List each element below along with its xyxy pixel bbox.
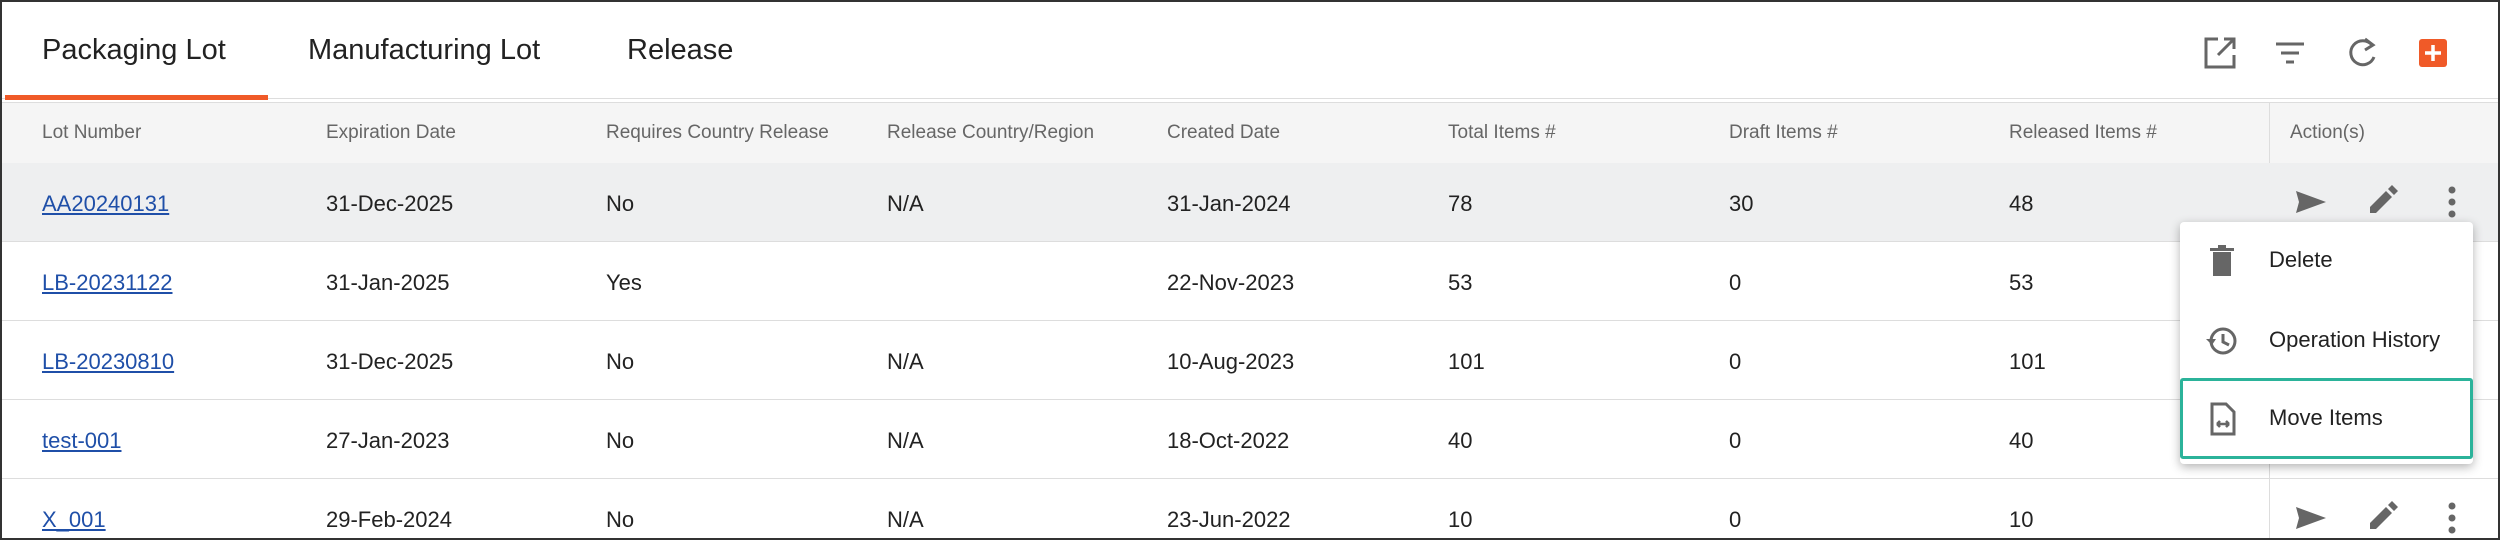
cell: 0 [1729, 349, 1742, 374]
refresh-icon[interactable] [2349, 37, 2376, 67]
column-header: Total Items # [1448, 122, 1556, 143]
column-header: Requires Country Release [606, 122, 829, 143]
more-icon[interactable] [2442, 185, 2462, 219]
cell: 22-Nov-2023 [1167, 270, 1295, 295]
lot-link[interactable]: LB-20231122 [42, 270, 173, 295]
column-header: Action(s) [2290, 122, 2365, 143]
cell: 30 [1729, 191, 1754, 216]
lot-link[interactable]: test-001 [42, 428, 122, 453]
cell: 29-Feb-2024 [326, 507, 452, 532]
cell: 0 [1729, 270, 1742, 295]
menu-icon [2210, 402, 2236, 436]
cell: No [606, 507, 635, 532]
cell: 101 [2009, 349, 2046, 374]
add-button[interactable] [2419, 39, 2447, 67]
more-icon[interactable] [2442, 501, 2462, 535]
column-header: Draft Items # [1729, 122, 1838, 143]
cell: 31-Jan-2024 [1167, 191, 1291, 216]
toolbar [2204, 37, 2447, 69]
menu-item[interactable]: Delete [2269, 247, 2333, 272]
action-menu: Delete Operation History Move Items [2180, 222, 2473, 464]
table-row: X_001 29-Feb-2024 No N/A 23-Jun-2022 10 0 10 [2, 479, 2498, 538]
cell: N/A [887, 507, 924, 532]
cell: 18-Oct-2022 [1167, 428, 1290, 453]
cell: 78 [1448, 191, 1473, 216]
cell: 0 [1729, 428, 1742, 453]
table-row: LB-20230810 31-Dec-2025 No N/A 10-Aug-2023 10… [2, 321, 2498, 400]
menu-icon [2206, 327, 2237, 355]
cell: N/A [887, 191, 924, 216]
table-row: test-001 27-Jan-2023 No N/A 18-Oct-2022 40 0 40 [2, 400, 2498, 479]
menu-item[interactable]: Move Items [2269, 405, 2383, 430]
lot-link[interactable]: LB-20230810 [42, 349, 175, 374]
lot-link[interactable]: X_001 [42, 507, 106, 532]
filter-icon[interactable] [2276, 42, 2304, 64]
cell: 10 [2009, 507, 2034, 532]
column-header: Release Country/Region [887, 122, 1095, 143]
cell: 10-Aug-2023 [1167, 349, 1295, 374]
cell: 31-Dec-2025 [326, 349, 454, 374]
column-header: Created Date [1167, 122, 1281, 143]
cell: 48 [2009, 191, 2034, 216]
cell: 31-Dec-2025 [326, 191, 454, 216]
edit-icon[interactable] [2366, 501, 2398, 533]
edit-icon[interactable] [2366, 185, 2398, 217]
send-icon[interactable] [2294, 503, 2328, 533]
table-row: LB-20231122 31-Jan-2025 Yes 22-Nov-2023 53 0 5… [2, 242, 2498, 321]
menu-icon [2210, 245, 2234, 276]
tab[interactable]: Packaging Lot [42, 34, 226, 66]
cell: 53 [2009, 270, 2034, 295]
table-header [2, 102, 2498, 165]
cell: Yes [606, 270, 642, 295]
open-external-icon[interactable] [2204, 37, 2236, 69]
cell: 40 [1448, 428, 1473, 453]
tab[interactable]: Release [627, 34, 734, 66]
column-header: Expiration Date [326, 122, 456, 143]
cell: 40 [2009, 428, 2034, 453]
cell: 31-Jan-2025 [326, 270, 450, 295]
cell: 101 [1448, 349, 1485, 374]
tab[interactable]: Manufacturing Lot [308, 34, 541, 66]
cell: N/A [887, 428, 924, 453]
cell: No [606, 191, 635, 216]
send-icon[interactable] [2294, 187, 2328, 217]
active-tab-indicator [5, 95, 268, 100]
cell: 27-Jan-2023 [326, 428, 450, 453]
cell: 53 [1448, 270, 1473, 295]
tab-divider [2, 98, 2498, 99]
column-header: Released Items # [2009, 122, 2157, 143]
cell: 23-Jun-2022 [1167, 507, 1291, 532]
highlight-box [2180, 378, 2473, 459]
cell: No [606, 428, 635, 453]
menu-item[interactable]: Operation History [2269, 327, 2441, 352]
column-header: Lot Number [42, 122, 142, 143]
cell: 10 [1448, 507, 1473, 532]
lot-link[interactable]: AA20240131 [42, 191, 170, 216]
cell: 0 [1729, 507, 1742, 532]
cell: No [606, 349, 635, 374]
table-row: AA20240131 31-Dec-2025 No N/A 31-Jan-2024 78 3… [2, 163, 2498, 242]
cell: N/A [887, 349, 924, 374]
